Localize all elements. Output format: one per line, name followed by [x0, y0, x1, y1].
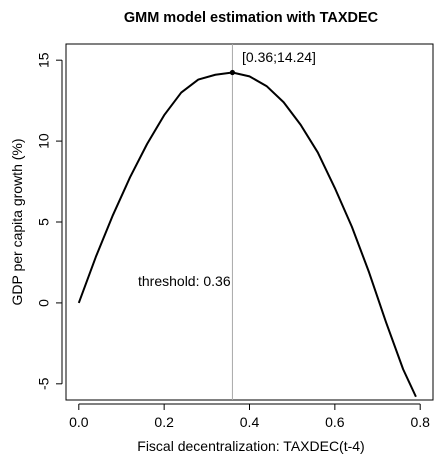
y-tick-label: -5 [36, 377, 52, 390]
x-axis-title: Fiscal decentralization: TAXDEC(t-4) [137, 438, 364, 454]
x-tick-label: 0.2 [154, 414, 174, 430]
series-line [77, 71, 417, 398]
plot-frame [65, 43, 434, 401]
x-tick-label: 0.4 [240, 414, 260, 430]
y-tick-label: 0 [36, 299, 52, 307]
threshold-label: threshold: 0.36 [138, 273, 231, 289]
x-tick-label: 0.0 [69, 414, 89, 430]
peak-label: [0.36;14.24] [242, 49, 316, 65]
y-axis: -5 0 5 10 15 [36, 52, 63, 390]
x-axis: 0.0 0.2 0.4 0.6 0.8 [69, 403, 430, 430]
chart-title: GMM model estimation with TAXDEC [124, 10, 379, 26]
x-tick-label: 0.8 [410, 414, 430, 430]
y-axis-title: GDP per capita growth (%) [9, 138, 25, 305]
peak-point [229, 69, 236, 76]
y-tick-label: 15 [36, 52, 52, 68]
curve-group [77, 69, 417, 398]
y-tick-label: 10 [36, 133, 52, 149]
x-tick-label: 0.6 [325, 414, 345, 430]
y-tick-label: 5 [36, 218, 52, 226]
